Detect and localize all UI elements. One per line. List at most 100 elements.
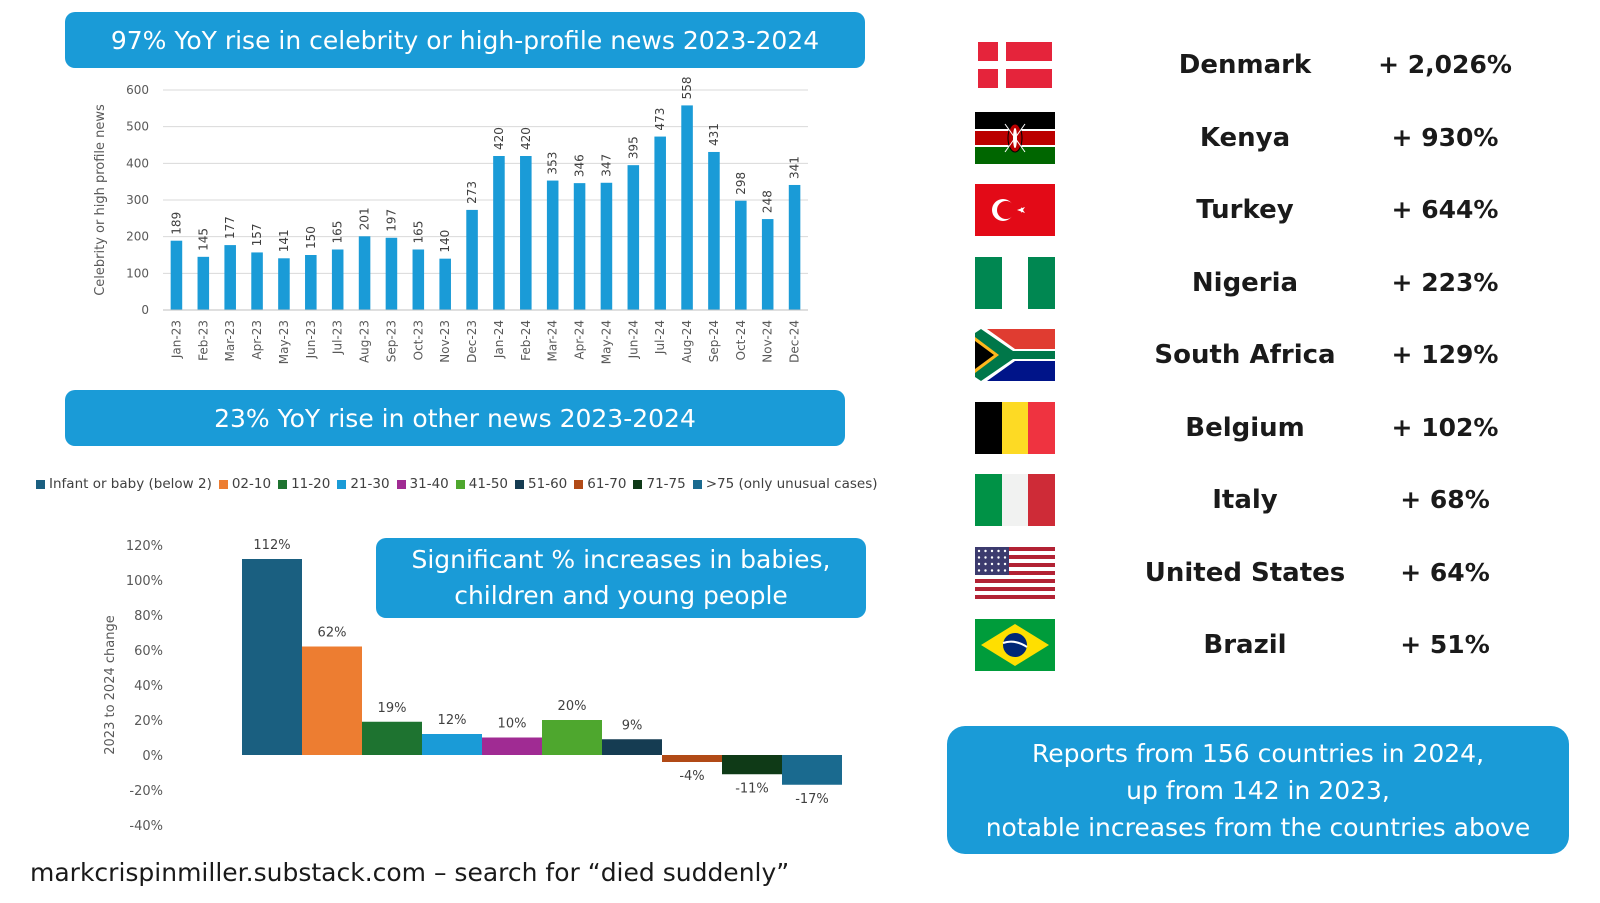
callout-line-2: children and young people	[454, 581, 788, 610]
denmark-flag	[975, 39, 1055, 91]
bar	[422, 734, 482, 755]
country-row: United States + 64%	[975, 543, 1575, 603]
bar	[681, 105, 693, 311]
bar-value-label: 150	[304, 226, 318, 249]
y-tick-label: -40%	[129, 819, 163, 834]
legend-item: 02-10	[218, 476, 272, 492]
y-tick-label: 40%	[134, 679, 163, 694]
x-tick-label: Dec-23	[465, 320, 479, 363]
bar	[466, 209, 478, 310]
bar	[662, 755, 722, 762]
y-tick-label: 80%	[134, 609, 163, 624]
bar	[385, 237, 398, 310]
bar-value-label: 248	[761, 190, 775, 213]
x-tick-label: Jan-24	[492, 320, 506, 359]
legend-item: 21-30	[337, 476, 390, 492]
bar	[170, 240, 183, 310]
bar-value-label: 395	[626, 136, 640, 159]
x-tick-label: Feb-24	[519, 320, 533, 361]
y-tick-label: 0	[141, 303, 149, 317]
legend-swatch	[278, 479, 288, 489]
bar	[520, 156, 532, 310]
legend-label: 41-50	[468, 476, 509, 492]
y-tick-label: 100	[126, 266, 149, 280]
united-states-flag	[975, 546, 1055, 599]
x-tick-label: Nov-23	[438, 320, 452, 363]
x-tick-label: Jul-24	[653, 320, 667, 355]
nigeria-flag	[975, 256, 1055, 309]
other-news-banner: 23% YoY rise in other news 2023-2024	[65, 390, 845, 446]
bar	[358, 236, 371, 310]
legend-swatch	[692, 479, 702, 489]
legend-swatch	[515, 479, 525, 489]
bar-value-label: 346	[573, 154, 587, 177]
bar	[708, 151, 720, 310]
y-tick-label: 400	[126, 156, 149, 170]
country-change: + 102%	[1391, 412, 1499, 442]
country-change: + 223%	[1391, 267, 1499, 297]
bar-value-label: 420	[492, 127, 506, 150]
turkey-flag	[975, 184, 1055, 236]
italy-flag	[975, 474, 1055, 526]
y-tick-label: 200	[126, 230, 149, 244]
bar	[302, 646, 362, 755]
celebrity-news-banner-text: 97% YoY rise in celebrity or high-profil…	[110, 25, 820, 55]
bar-value-label: 189	[169, 212, 183, 235]
bar	[735, 200, 747, 310]
legend-item: 61-70	[574, 476, 626, 492]
bar-value-label: 165	[331, 221, 345, 244]
country-row: South Africa + 129%	[975, 325, 1575, 385]
bar-value-label: 420	[519, 127, 533, 150]
legend-label: Infant or baby (below 2)	[49, 476, 212, 492]
south-africa-flag	[975, 329, 1055, 381]
bar	[542, 720, 602, 755]
country-change: + 930%	[1391, 122, 1499, 152]
x-tick-label: May-24	[599, 320, 613, 364]
x-tick-label: Sep-23	[384, 320, 398, 362]
bar	[546, 180, 559, 310]
country-name: Italy	[1212, 485, 1278, 515]
bar-value-label: 165	[411, 221, 425, 244]
y-tick-label: 0%	[142, 749, 163, 764]
bar-value-label: 12%	[438, 713, 467, 728]
x-tick-label: Aug-24	[680, 320, 694, 363]
legend-item: 71-75	[633, 476, 686, 492]
bar	[600, 182, 613, 310]
brazil-flag	[975, 619, 1055, 671]
x-tick-label: Sep-24	[707, 320, 721, 362]
celebrity-news-chart: 0 100 200 300 400 500 600 189 Jan-23 145 Feb-23 177…	[93, 76, 808, 364]
bar-value-label: 112%	[253, 538, 290, 553]
bar	[761, 219, 774, 310]
country-change: + 2,026%	[1378, 50, 1512, 79]
bar-value-label: 273	[465, 181, 479, 204]
x-tick-label: Oct-24	[734, 320, 748, 360]
bar-value-label: 201	[358, 207, 372, 230]
legend-label: 02-10	[231, 476, 272, 492]
bar-value-label: 177	[223, 216, 237, 239]
country-name: Brazil	[1203, 630, 1287, 660]
legend-label: 71-75	[646, 476, 686, 492]
bar	[242, 559, 302, 755]
bar	[602, 739, 662, 755]
x-tick-label: Jun-24	[626, 320, 640, 359]
bar	[782, 755, 842, 785]
x-tick-label: Mar-23	[223, 320, 237, 361]
x-tick-label: Nov-24	[761, 320, 775, 363]
x-tick-label: Dec-24	[788, 320, 802, 363]
bar-value-label: 140	[438, 230, 452, 253]
x-tick-label: Jul-23	[331, 320, 345, 355]
country-row: Italy + 68%	[975, 470, 1575, 530]
bar	[362, 721, 422, 755]
legend-swatch	[633, 479, 643, 489]
bar-value-label: 20%	[558, 699, 587, 714]
bar	[482, 737, 542, 755]
country-row: Belgium + 102%	[975, 398, 1575, 458]
bar	[278, 258, 290, 310]
bar-value-label: -17%	[795, 792, 829, 807]
y-tick-label: 100%	[126, 574, 163, 589]
legend-label: >75 (only unusual cases)	[705, 476, 878, 492]
legend-item: >75 (only unusual cases)	[692, 476, 878, 492]
country-change: + 68%	[1400, 485, 1490, 514]
y-tick-label: 120%	[126, 539, 163, 554]
country-name: Nigeria	[1191, 267, 1299, 298]
